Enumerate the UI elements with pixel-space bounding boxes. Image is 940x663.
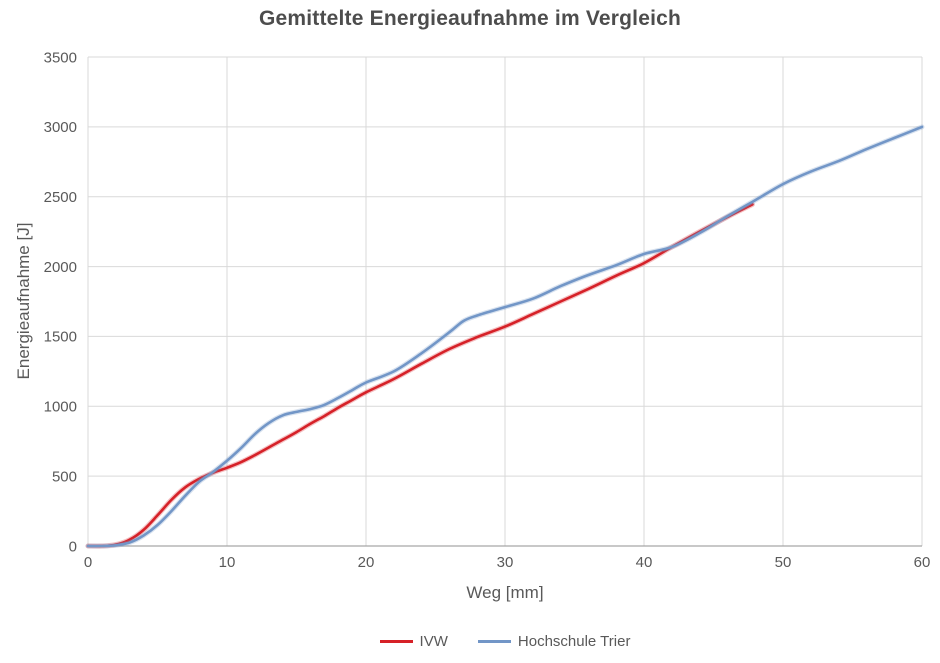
y-tick-label: 2500: [44, 189, 77, 206]
x-tick-label: 20: [358, 554, 375, 571]
y-tick-label: 1500: [44, 329, 77, 346]
x-tick-label: 10: [219, 554, 236, 571]
x-tick-label: 60: [914, 554, 931, 571]
legend-item-hochschule-trier: Hochschule Trier: [477, 633, 631, 650]
x-tick-label: 50: [775, 554, 792, 571]
y-tick-label: 0: [69, 538, 77, 555]
legend-item-ivw: IVW: [379, 633, 448, 650]
legend-label-hochschule-trier: Hochschule Trier: [517, 633, 631, 650]
chart-title: Gemittelte Energieaufnahme im Vergleich: [258, 7, 682, 30]
y-axis-title: Energieaufnahme [J]: [14, 222, 33, 380]
y-tick-label: 500: [52, 468, 77, 485]
legend: IVW Hochschule Trier: [88, 633, 922, 650]
y-tick-label: 3000: [44, 119, 77, 136]
x-tick-label: 40: [636, 554, 653, 571]
series-line-ivw: [86, 203, 754, 548]
legend-line-swatch-hochschule-trier: [477, 640, 511, 643]
y-tick-label: 3500: [44, 49, 77, 66]
x-tick-label: 30: [497, 554, 514, 571]
y-tick-label: 1000: [44, 399, 77, 416]
x-tick-label: 0: [84, 554, 92, 571]
y-tick-label: 2000: [44, 259, 77, 276]
series-line-hochschule-trier: [86, 125, 924, 548]
legend-line-swatch-ivw: [379, 640, 413, 643]
legend-label-ivw: IVW: [419, 633, 448, 650]
x-axis-title: Weg [mm]: [466, 583, 544, 602]
